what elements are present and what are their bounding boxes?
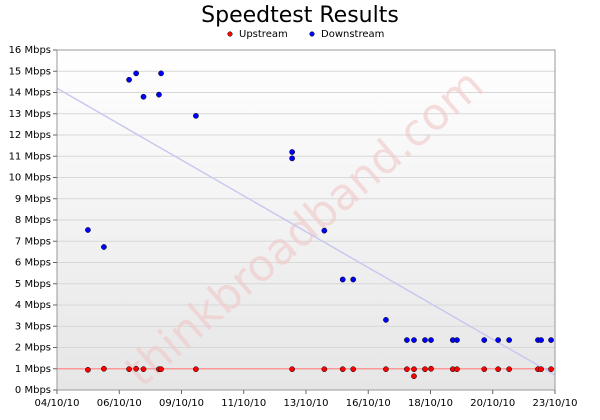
point (289, 149, 295, 155)
point (339, 276, 346, 283)
point (126, 76, 132, 83)
point (411, 373, 417, 380)
point (289, 155, 295, 162)
point (85, 227, 91, 233)
point (101, 365, 107, 372)
y-tick-label: 2 Mbps (15, 343, 51, 354)
point (321, 366, 328, 373)
point (133, 70, 140, 77)
y-tick-label: 4 Mbps (15, 300, 51, 311)
x-tick-label: 16/10/10 (346, 398, 391, 409)
point (422, 366, 428, 373)
y-tick-label: 7 Mbps (15, 236, 51, 247)
legend-label: Downstream (321, 29, 384, 40)
point (404, 366, 410, 373)
point (404, 337, 410, 343)
y-tick-label: 6 Mbps (15, 258, 51, 269)
legend-label: Upstream (239, 29, 288, 40)
point (140, 93, 147, 100)
trend-line (56, 87, 556, 376)
y-tick-label: 9 Mbps (15, 194, 51, 205)
y-tick-label: 1 Mbps (15, 364, 51, 375)
point (506, 366, 512, 373)
point (289, 366, 295, 373)
x-tick-label: 13/10/10 (284, 398, 329, 409)
y-tick-label: 8 Mbps (15, 215, 51, 226)
y-tick-label: 16 Mbps (9, 45, 51, 56)
point (133, 365, 140, 372)
point (495, 366, 501, 373)
point (339, 366, 346, 373)
point (506, 337, 512, 343)
point (548, 337, 554, 343)
point (422, 337, 428, 343)
point (101, 244, 107, 250)
x-tick-label: 20/10/10 (470, 398, 515, 409)
point (85, 366, 91, 373)
y-tick-label: 0 Mbps (15, 385, 51, 396)
y-tick-label: 11 Mbps (9, 151, 51, 162)
y-tick-label: 3 Mbps (15, 321, 51, 332)
y-tick-label: 13 Mbps (9, 109, 51, 120)
point (140, 366, 147, 373)
point (321, 227, 328, 234)
legend-marker (309, 31, 315, 37)
point (428, 337, 434, 343)
point (548, 366, 554, 373)
x-tick-label: 06/10/10 (97, 398, 142, 409)
point (383, 366, 389, 373)
point (158, 70, 164, 77)
point (350, 276, 357, 283)
point (454, 366, 460, 373)
y-tick-label: 14 Mbps (9, 88, 51, 99)
point (428, 365, 434, 372)
y-tick-label: 5 Mbps (15, 279, 51, 290)
point (193, 366, 199, 373)
legend-marker (227, 31, 233, 37)
point (350, 366, 357, 373)
x-tick-label: 18/10/10 (408, 398, 453, 409)
x-tick-label: 23/10/10 (533, 398, 578, 409)
grid (57, 49, 555, 391)
point (538, 366, 544, 373)
point (193, 113, 199, 119)
point (454, 337, 460, 343)
point (383, 317, 389, 323)
x-tick-label: 04/10/10 (35, 398, 80, 409)
marks (56, 70, 556, 380)
point (538, 337, 544, 343)
x-tick-label: 09/10/10 (159, 398, 204, 409)
point (481, 337, 488, 343)
point (481, 366, 488, 373)
chart-title: Speedtest Results (201, 3, 399, 28)
x-tick-label: 11/10/10 (221, 398, 266, 409)
y-tick-label: 10 Mbps (9, 173, 51, 184)
point (495, 337, 501, 343)
y-tick-label: 15 Mbps (9, 66, 51, 77)
point (126, 366, 132, 373)
legend: Upstream Downstream (227, 29, 384, 40)
y-tick-label: 12 Mbps (9, 130, 51, 141)
point (158, 366, 164, 373)
point (156, 91, 162, 98)
point (411, 337, 417, 343)
point (411, 366, 417, 373)
